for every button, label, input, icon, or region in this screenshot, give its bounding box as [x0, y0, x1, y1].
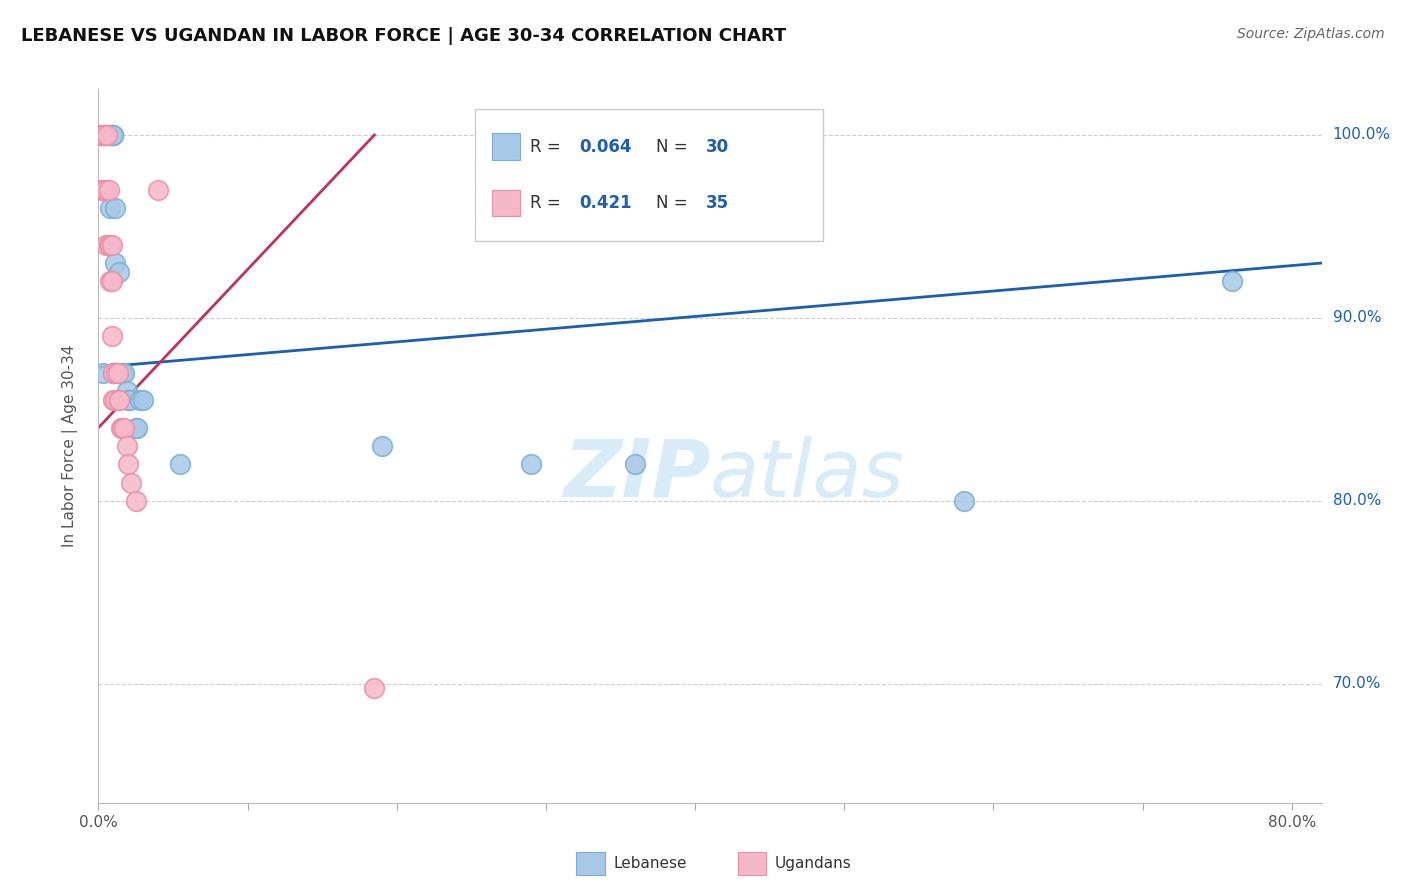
Point [111, 366, 134, 380]
Point [103, 366, 125, 380]
Text: 90.0%: 90.0% [1333, 310, 1381, 326]
Point [97, 128, 120, 142]
Point [112, 420, 135, 434]
Point [91, 128, 114, 142]
Point [952, 494, 974, 508]
Point [98, 274, 121, 288]
Point [101, 329, 124, 343]
Point [169, 458, 191, 472]
Text: Ugandans: Ugandans [775, 856, 852, 871]
Point [520, 458, 543, 472]
Text: ZIP: ZIP [562, 435, 710, 514]
Text: N =: N = [657, 137, 693, 155]
Text: 0.064: 0.064 [579, 137, 631, 155]
Y-axis label: In Labor Force | Age 30-34: In Labor Force | Age 30-34 [62, 344, 77, 548]
Point [104, 256, 127, 270]
Point [117, 393, 139, 408]
Point [98, 237, 121, 252]
Text: Source: ZipAtlas.com: Source: ZipAtlas.com [1237, 27, 1385, 41]
Text: 100.0%: 100.0% [1333, 128, 1391, 143]
Point [125, 420, 148, 434]
Point [624, 458, 647, 472]
Point [93, 128, 115, 142]
Point [105, 366, 128, 380]
Point [103, 366, 125, 380]
Point [132, 393, 155, 408]
Point [90, 183, 112, 197]
Point [91, 366, 114, 380]
Point [108, 265, 131, 279]
Text: atlas: atlas [710, 435, 905, 514]
Point [105, 366, 128, 380]
Point [89, 128, 111, 142]
Text: 70.0%: 70.0% [1333, 676, 1381, 691]
Point [104, 201, 127, 215]
Text: N =: N = [657, 194, 693, 212]
Point [371, 439, 394, 453]
Point [129, 393, 152, 408]
Point [103, 393, 125, 408]
Point [93, 183, 115, 197]
Point [94, 183, 117, 197]
Point [115, 439, 138, 453]
Point [107, 366, 129, 380]
Point [107, 366, 129, 380]
Point [101, 128, 124, 142]
Text: 35: 35 [706, 194, 728, 212]
Point [120, 475, 142, 490]
Text: LEBANESE VS UGANDAN IN LABOR FORCE | AGE 30-34 CORRELATION CHART: LEBANESE VS UGANDAN IN LABOR FORCE | AGE… [21, 27, 786, 45]
Point [98, 201, 121, 215]
Point [127, 420, 149, 434]
Point [91, 183, 114, 197]
Text: Lebanese: Lebanese [613, 856, 686, 871]
Point [125, 494, 148, 508]
Point [118, 393, 141, 408]
Point [363, 681, 385, 695]
Text: 30: 30 [706, 137, 728, 155]
Point [96, 128, 118, 142]
Point [94, 237, 117, 252]
Point [96, 128, 118, 142]
Point [97, 237, 120, 252]
Text: 0.421: 0.421 [579, 194, 631, 212]
Point [103, 128, 125, 142]
Point [104, 393, 127, 408]
Point [101, 274, 124, 288]
Point [90, 128, 112, 142]
Text: 80.0%: 80.0% [1333, 493, 1381, 508]
Point [101, 128, 124, 142]
Point [108, 393, 131, 408]
Point [107, 366, 129, 380]
Point [101, 237, 124, 252]
Point [97, 128, 120, 142]
Point [110, 420, 132, 434]
Point [97, 183, 120, 197]
Point [108, 393, 131, 408]
Text: R =: R = [530, 194, 565, 212]
Point [89, 128, 111, 142]
Point [1220, 274, 1243, 288]
Text: R =: R = [530, 137, 565, 155]
Point [146, 183, 169, 197]
Point [117, 458, 139, 472]
Point [115, 384, 138, 398]
Point [112, 366, 135, 380]
Point [111, 420, 134, 434]
Point [103, 128, 125, 142]
